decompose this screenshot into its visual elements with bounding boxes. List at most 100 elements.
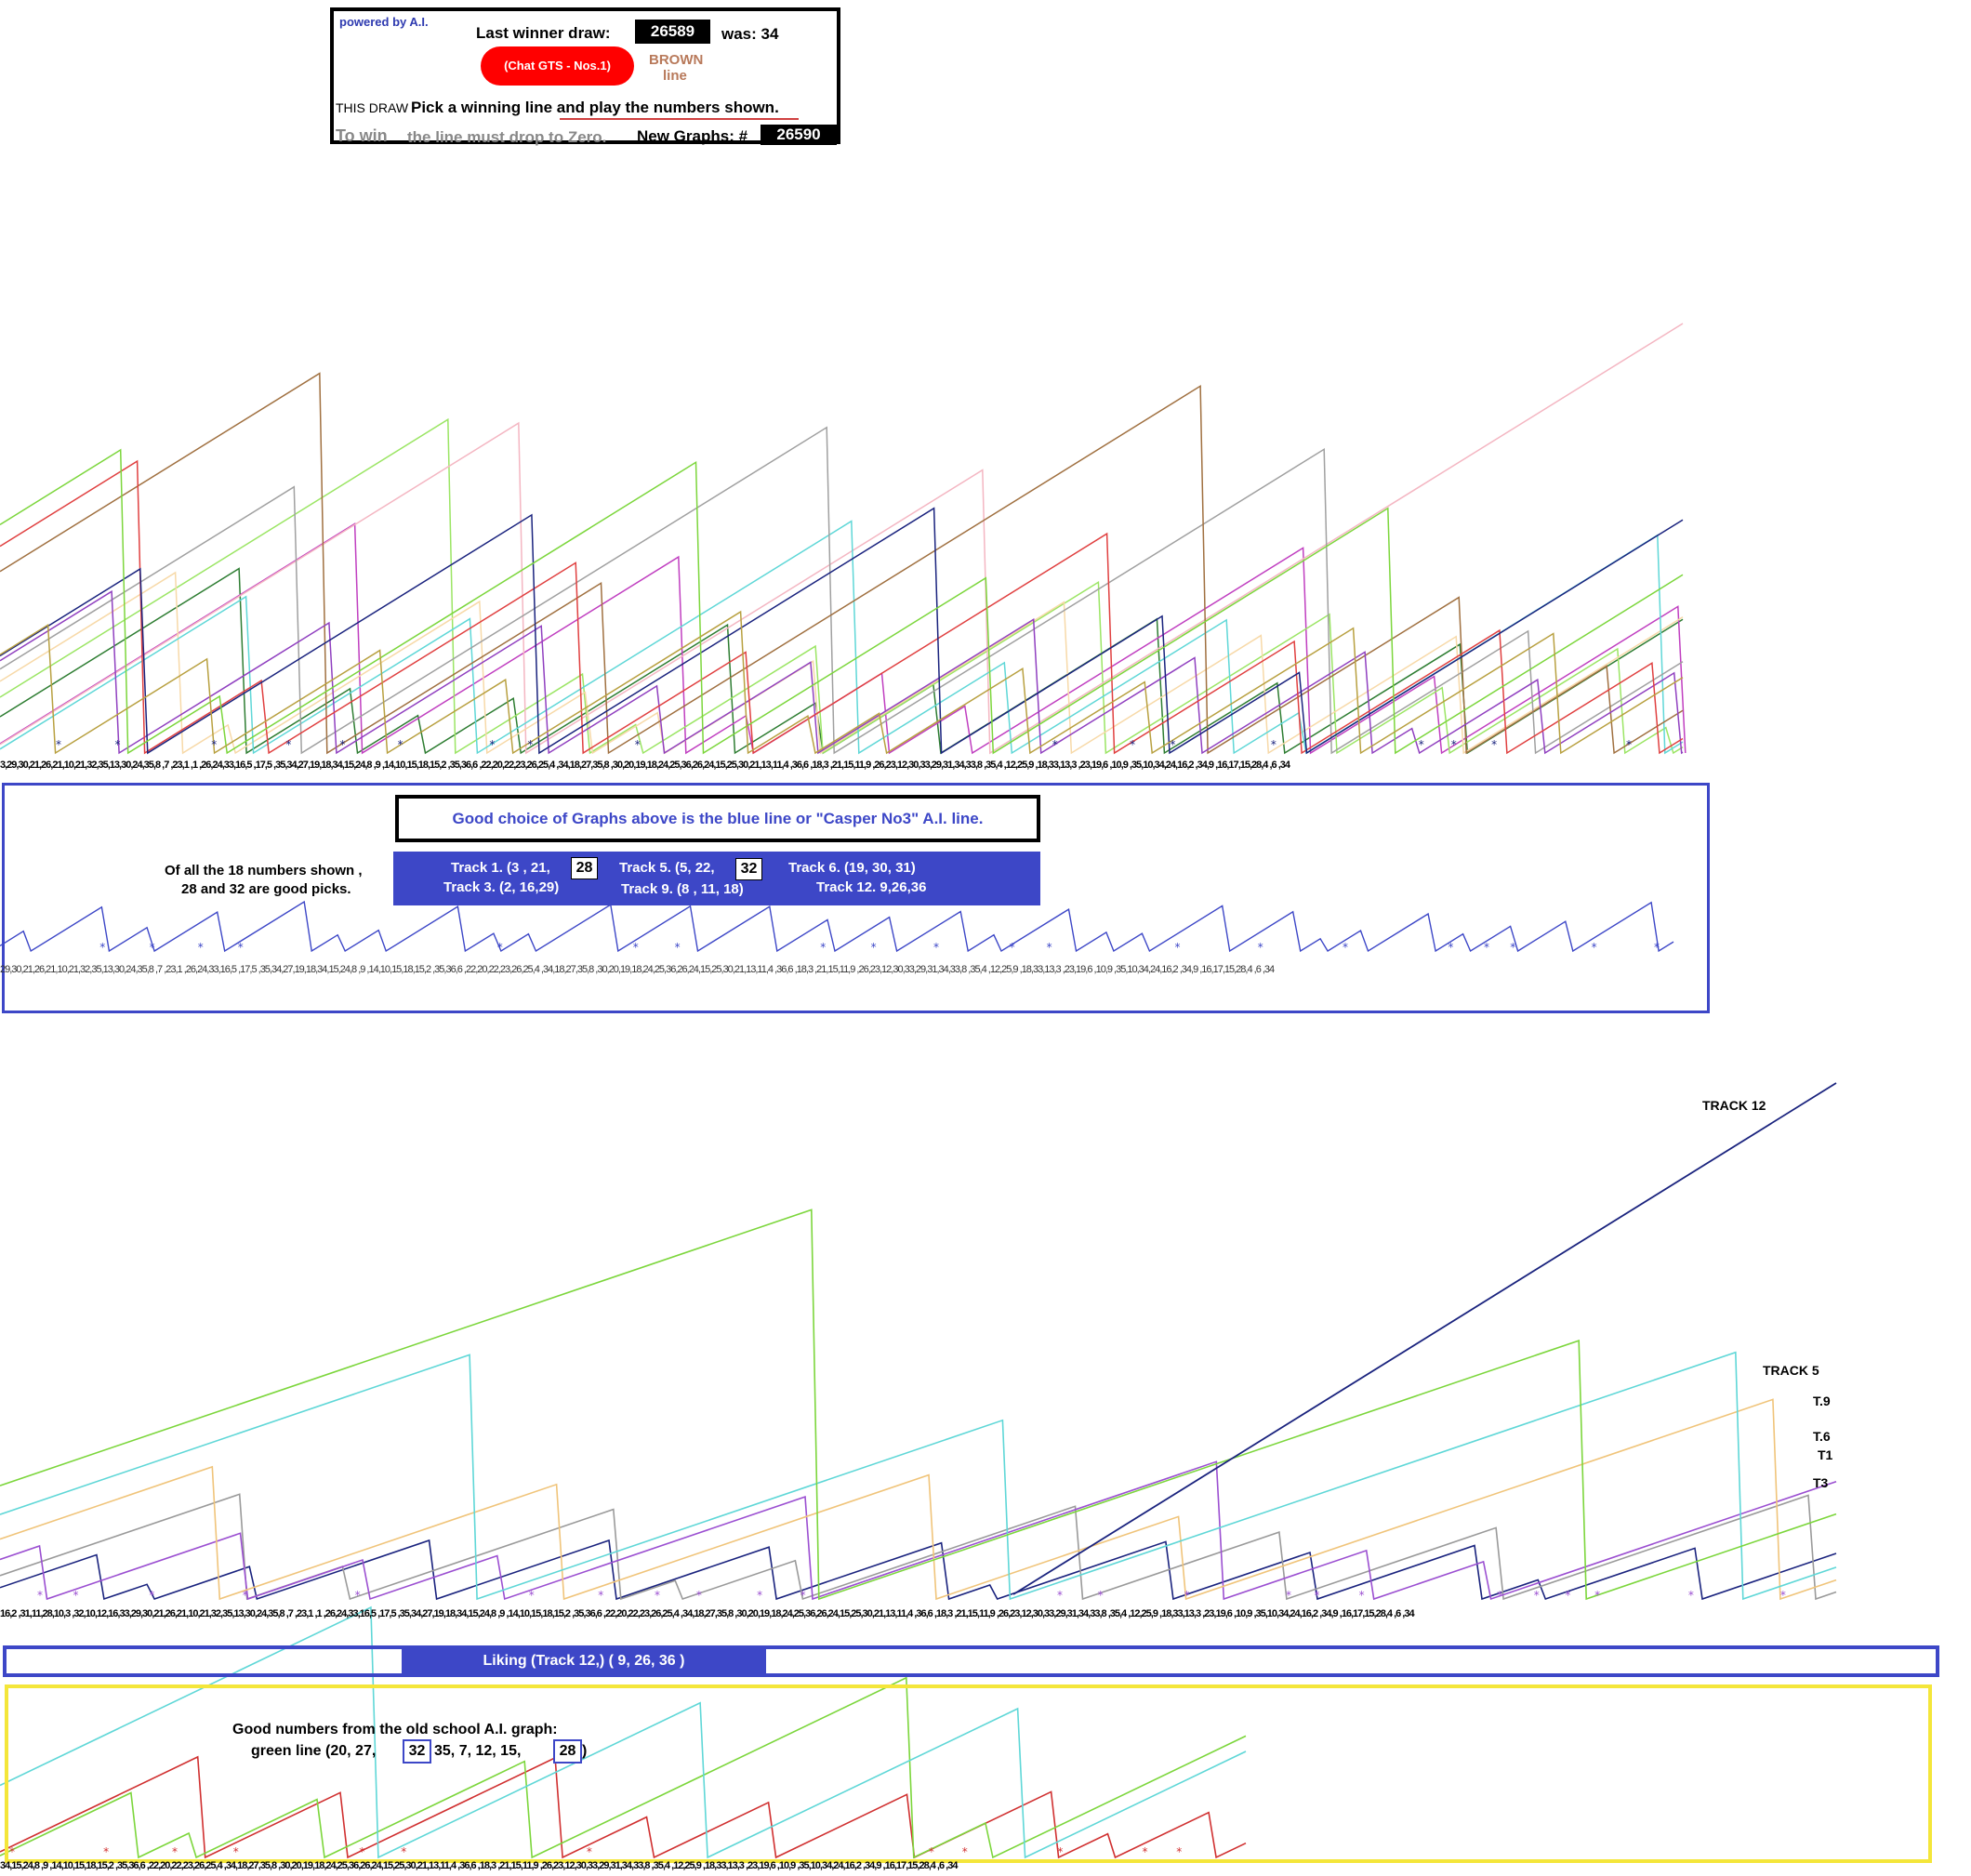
top-track-line <box>0 448 1684 755</box>
top-track-line <box>0 571 1684 755</box>
t9-label: T.9 <box>1813 1394 1831 1408</box>
this-draw-label: THIS DRAW <box>336 100 409 115</box>
track1-text: Track 1. (3 , 21, <box>451 860 550 876</box>
t1-label: T1 <box>1818 1447 1833 1462</box>
top-hit-marker: * <box>1052 738 1058 751</box>
top-hit-marker: * <box>398 738 403 751</box>
chat-gts-pill[interactable]: (Chat GTS - Nos.1) <box>481 46 634 86</box>
red-underline <box>560 118 799 120</box>
middle-hit-marker: * <box>497 941 503 954</box>
lower-hit-marker: * <box>696 1589 702 1602</box>
lower-hit-marker: * <box>1314 1589 1319 1602</box>
old-school-box-28: 28 <box>553 1739 582 1764</box>
middle-hit-marker: * <box>150 941 155 954</box>
lower-hit-marker: * <box>800 1589 806 1602</box>
middle-hit-marker: * <box>820 941 826 954</box>
top-hit-marker: * <box>635 738 641 751</box>
top-track-line <box>0 522 1687 755</box>
top-track-line <box>0 372 1684 755</box>
lower-track-line <box>0 1460 1837 1601</box>
middle-hit-marker: * <box>1592 941 1597 954</box>
old-school-line2-post: ) <box>582 1743 588 1759</box>
bottom-hit-marker: * <box>103 1845 109 1858</box>
powered-by-label: powered by A.I. <box>339 15 429 29</box>
bottom-hit-marker: * <box>1057 1845 1063 1858</box>
old-school-line2-pre: green line (20, 27, <box>251 1743 377 1759</box>
lower-hit-marker: * <box>757 1589 762 1602</box>
bottom-track-line <box>0 1755 1247 1859</box>
lower-hit-marker: * <box>1359 1589 1365 1602</box>
track12-line <box>1012 1082 1837 1595</box>
tracks-box: Track 1. (3 , 21, 28 Track 5. (5, 22, 32… <box>393 852 1040 905</box>
bottom-hit-marker: * <box>929 1845 934 1858</box>
lower-hit-marker: * <box>1184 1589 1190 1602</box>
top-hit-marker: * <box>1626 738 1632 751</box>
track12-label: TRACK 12 <box>1702 1098 1766 1113</box>
lower-hit-marker: * <box>1497 1589 1502 1602</box>
last-winner-value: 26589 <box>635 20 710 44</box>
old-school-line2-mid: 35, 7, 12, 15, <box>434 1743 522 1759</box>
top-hit-marker: * <box>1451 738 1457 751</box>
middle-hit-marker: * <box>198 941 204 954</box>
recommendation-panel <box>2 783 1710 1013</box>
top-draw-numbers: 3,29,30,21,26,21,10,21,32,35,13,30,24,35… <box>0 760 1290 771</box>
old-school-panel <box>5 1684 1932 1863</box>
bottom-hit-marker: * <box>587 1845 592 1858</box>
lower-track-line <box>0 1351 1837 1601</box>
middle-track-line <box>0 900 1674 953</box>
track5-boxed-number: 32 <box>735 858 762 880</box>
lower-hit-marker: * <box>1688 1589 1694 1602</box>
bottom-hit-marker: * <box>401 1845 406 1858</box>
middle-hit-marker: * <box>633 941 639 954</box>
top-hit-marker: * <box>1170 738 1175 751</box>
top-hit-marker: * <box>1491 738 1497 751</box>
track5-label: TRACK 5 <box>1763 1363 1819 1378</box>
recommend-title: Good choice of Graphs above is the blue … <box>395 795 1040 842</box>
lower-hit-marker: * <box>1286 1589 1291 1602</box>
lower-track-line <box>0 1209 1837 1601</box>
bottom-hit-marker: * <box>172 1845 178 1858</box>
top-hit-marker: * <box>489 738 495 751</box>
middle-hit-marker: * <box>1343 941 1348 954</box>
t6-label: T.6 <box>1813 1429 1831 1444</box>
track3-text: Track 3. (2, 16,29) <box>443 879 560 895</box>
top-hit-marker: * <box>527 738 533 751</box>
bottom-hit-marker: * <box>1143 1845 1148 1858</box>
bottom-hit-marker: * <box>9 1845 15 1858</box>
track12-text: Track 12. 9,26,36 <box>816 879 927 895</box>
top-hit-marker: * <box>56 738 61 751</box>
lower-hit-marker: * <box>1565 1589 1570 1602</box>
was-label: was: 34 <box>721 25 779 43</box>
track9-text: Track 9. (8 , 11, 18) <box>621 881 744 897</box>
top-hit-marker: * <box>285 738 291 751</box>
middle-hit-marker: * <box>1258 941 1263 954</box>
lower-hit-marker: * <box>149 1589 154 1602</box>
to-win-text: the line must drop to Zero. <box>407 128 607 146</box>
bottom-hit-marker: * <box>233 1845 239 1858</box>
middle-hit-marker: * <box>1047 941 1052 954</box>
lower-hit-marker: * <box>1594 1589 1600 1602</box>
middle-hit-marker: * <box>933 941 939 954</box>
lower-hit-marker: * <box>73 1589 79 1602</box>
lower-hit-marker: * <box>243 1589 248 1602</box>
lower-hit-marker: * <box>529 1589 535 1602</box>
lower-hit-marker: * <box>1534 1589 1540 1602</box>
middle-hit-marker: * <box>238 941 244 954</box>
top-track-line <box>0 507 1684 755</box>
lower-hit-marker: * <box>655 1589 660 1602</box>
top-hit-marker: * <box>1130 738 1135 751</box>
middle-hit-marker: * <box>1010 941 1015 954</box>
top-track-line <box>0 520 1684 755</box>
middle-hit-marker: * <box>1175 941 1181 954</box>
lower-hit-marker: * <box>598 1589 603 1602</box>
last-winner-label: Last winner draw: <box>476 24 611 42</box>
new-graphs-value: 26590 <box>761 125 837 145</box>
lower-track-line <box>0 1493 1837 1601</box>
top-track-line <box>0 426 1684 755</box>
header-panel: powered by A.I. Last winner draw: 26589 … <box>330 7 840 146</box>
lower-track-line <box>0 1398 1837 1601</box>
t3-label: T3 <box>1813 1475 1829 1490</box>
bottom-hit-marker: * <box>359 1845 364 1858</box>
bottom-track-line <box>0 1676 1247 1859</box>
